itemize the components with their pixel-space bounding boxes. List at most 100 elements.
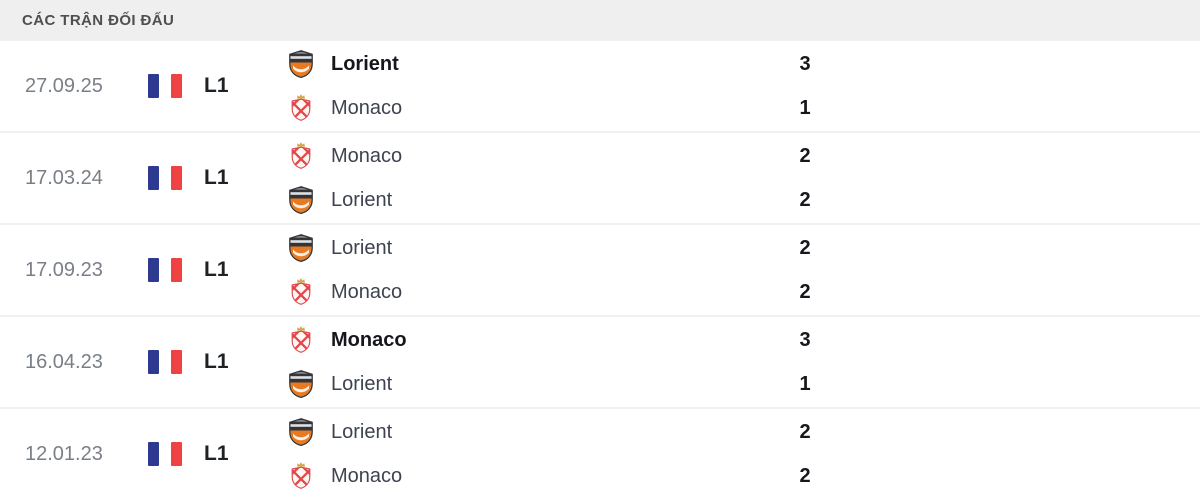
teams-column: Monaco Lorient bbox=[288, 134, 1200, 222]
away-team-crest bbox=[288, 369, 314, 399]
flag-blue-stripe bbox=[148, 350, 160, 374]
home-team-name: Lorient bbox=[331, 420, 393, 443]
away-team-crest bbox=[288, 93, 314, 123]
away-team-line: Monaco bbox=[288, 454, 1200, 493]
france-flag-icon bbox=[148, 166, 182, 190]
home-team-crest bbox=[288, 325, 314, 355]
away-team-name: Monaco bbox=[331, 280, 403, 303]
lorient-crest-icon bbox=[289, 186, 313, 214]
home-team-score: 2 bbox=[799, 420, 811, 443]
monaco-crest-icon bbox=[291, 462, 311, 489]
match-date: 16.04.23 bbox=[25, 350, 103, 373]
france-flag-icon bbox=[148, 74, 182, 98]
flag-white-stripe bbox=[159, 442, 171, 466]
away-team-score: 2 bbox=[799, 280, 811, 303]
away-team-line: Lorient bbox=[288, 362, 1200, 406]
monaco-crest-icon bbox=[291, 326, 311, 353]
lorient-crest-icon bbox=[289, 418, 313, 446]
away-team-name: Monaco bbox=[331, 464, 403, 487]
score-column: 2 2 bbox=[783, 225, 827, 315]
match-row[interactable]: 17.09.23 L1 Lorient bbox=[0, 223, 1200, 315]
away-team-crest bbox=[288, 277, 314, 307]
flag-red-stripe bbox=[170, 350, 182, 374]
flag-blue-stripe bbox=[148, 166, 160, 190]
away-team-crest bbox=[288, 461, 314, 491]
teams-column: Lorient Monaco bbox=[288, 410, 1200, 493]
flag-blue-stripe bbox=[148, 74, 160, 98]
flag-white-stripe bbox=[159, 350, 171, 374]
france-flag-icon bbox=[148, 442, 182, 466]
flag-red-stripe bbox=[170, 258, 182, 282]
teams-column: Lorient Monaco bbox=[288, 42, 1200, 130]
flag-red-stripe bbox=[170, 442, 182, 466]
away-team-crest bbox=[288, 185, 314, 215]
match-date: 17.03.24 bbox=[25, 166, 103, 189]
home-team-line: Monaco bbox=[288, 318, 1200, 362]
match-date: 17.09.23 bbox=[25, 258, 103, 281]
lorient-crest-icon bbox=[289, 370, 313, 398]
flag-white-stripe bbox=[159, 258, 171, 282]
lorient-crest-icon bbox=[289, 234, 313, 262]
home-team-score: 2 bbox=[799, 236, 811, 259]
league-block: L1 bbox=[148, 166, 288, 190]
match-row[interactable]: 12.01.23 L1 Lorient bbox=[0, 407, 1200, 493]
teams-column: Lorient Monaco bbox=[288, 226, 1200, 314]
score-column: 3 1 bbox=[783, 41, 827, 131]
home-team-crest bbox=[288, 417, 314, 447]
away-team-name: Lorient bbox=[331, 372, 393, 395]
match-row[interactable]: 17.03.24 L1 Monaco bbox=[0, 131, 1200, 223]
home-team-line: Monaco bbox=[288, 134, 1200, 178]
flag-blue-stripe bbox=[148, 258, 160, 282]
league-label: L1 bbox=[204, 166, 229, 189]
flag-blue-stripe bbox=[148, 442, 160, 466]
league-block: L1 bbox=[148, 258, 288, 282]
monaco-crest-icon bbox=[291, 94, 311, 121]
league-block: L1 bbox=[148, 74, 288, 98]
flag-red-stripe bbox=[170, 74, 182, 98]
away-team-score: 2 bbox=[799, 188, 811, 211]
france-flag-icon bbox=[148, 258, 182, 282]
match-date: 12.01.23 bbox=[25, 442, 103, 465]
h2h-title: CÁC TRẬN ĐỐI ĐẤU bbox=[22, 12, 175, 29]
away-team-line: Lorient bbox=[288, 178, 1200, 222]
teams-column: Monaco Lorient bbox=[288, 318, 1200, 406]
score-column: 2 2 bbox=[783, 133, 827, 223]
h2h-rows: 27.09.25 L1 Lorient bbox=[0, 41, 1200, 493]
home-team-line: Lorient bbox=[288, 410, 1200, 454]
match-row[interactable]: 27.09.25 L1 Lorient bbox=[0, 41, 1200, 131]
score-column: 2 2 bbox=[783, 409, 827, 493]
monaco-crest-icon bbox=[291, 278, 311, 305]
home-team-crest bbox=[288, 49, 314, 79]
match-date: 27.09.25 bbox=[25, 74, 103, 97]
home-team-line: Lorient bbox=[288, 226, 1200, 270]
away-team-line: Monaco bbox=[288, 86, 1200, 130]
away-team-score: 1 bbox=[799, 96, 811, 119]
home-team-name: Monaco bbox=[331, 144, 403, 167]
home-team-score: 3 bbox=[799, 52, 811, 75]
monaco-crest-icon bbox=[291, 142, 311, 169]
france-flag-icon bbox=[148, 350, 182, 374]
away-team-score: 2 bbox=[799, 464, 811, 487]
home-team-name: Lorient bbox=[331, 236, 393, 259]
flag-white-stripe bbox=[159, 74, 171, 98]
score-column: 3 1 bbox=[783, 317, 827, 407]
away-team-name: Lorient bbox=[331, 188, 393, 211]
home-team-crest bbox=[288, 141, 314, 171]
away-team-score: 1 bbox=[799, 372, 811, 395]
lorient-crest-icon bbox=[289, 50, 313, 78]
home-team-line: Lorient bbox=[288, 42, 1200, 86]
home-team-crest bbox=[288, 233, 314, 263]
league-label: L1 bbox=[204, 350, 229, 373]
flag-red-stripe bbox=[170, 166, 182, 190]
away-team-line: Monaco bbox=[288, 270, 1200, 314]
match-row[interactable]: 16.04.23 L1 Monaco bbox=[0, 315, 1200, 407]
home-team-score: 2 bbox=[799, 144, 811, 167]
home-team-name: Monaco bbox=[331, 328, 407, 351]
away-team-name: Monaco bbox=[331, 96, 403, 119]
home-team-name: Lorient bbox=[331, 52, 399, 75]
home-team-score: 3 bbox=[799, 328, 811, 351]
league-block: L1 bbox=[148, 442, 288, 466]
h2h-header: CÁC TRẬN ĐỐI ĐẤU bbox=[0, 0, 1200, 41]
league-label: L1 bbox=[204, 258, 229, 281]
